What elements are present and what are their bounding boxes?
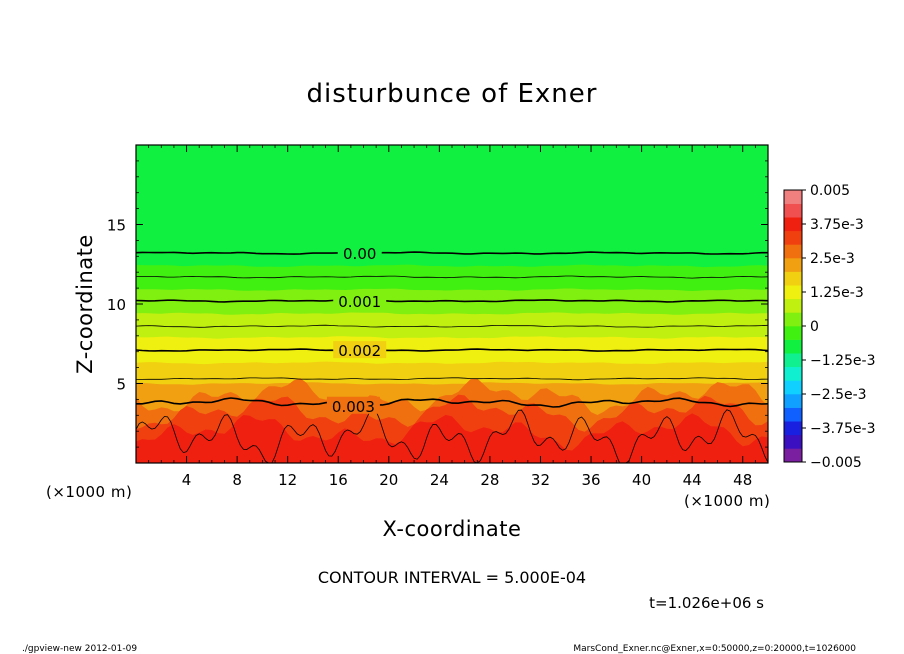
colorbar-swatch [784, 244, 802, 259]
footer-left: ./gpview-new 2012-01-09 [22, 644, 137, 654]
colorbar-tick-label: −2.5e-3 [810, 387, 867, 403]
colorbar-swatch [784, 230, 802, 245]
color-band [136, 413, 768, 463]
colorbar [783, 189, 803, 463]
y-tick-label: 5 [116, 376, 126, 394]
x-tick-label: 4 [182, 471, 192, 489]
colorbar-swatch [784, 407, 802, 422]
contour-lines [136, 251, 768, 463]
colorbar-swatch [784, 353, 802, 368]
x-tick-label: 8 [232, 471, 242, 489]
colorbar-swatch [784, 339, 802, 354]
y-tick-label: 15 [107, 217, 126, 235]
contour-line [136, 408, 768, 463]
colorbar-tick-label: −1.25e-3 [810, 353, 875, 369]
colorbar-tick-label: 0 [810, 319, 819, 335]
colorbar-swatch [784, 326, 802, 340]
x-tick-label: 16 [329, 471, 348, 489]
contour-label-bg [326, 396, 380, 414]
footer-right: MarsCond_Exner.nc@Exner,x=0:50000,z=0:20… [573, 644, 856, 654]
contour-label: 0.00 [343, 245, 376, 263]
y-axis-label: Z-coordinate [73, 234, 97, 374]
colorbar-tick-label: 1.25e-3 [810, 285, 864, 301]
colorbar-labels: 0.005 3.75e-3 2.5e-3 1.25e-3 0 −1.25e-3 −2.5e-… [802, 183, 875, 471]
contour-line [136, 275, 768, 279]
x-tick-label: 28 [480, 471, 499, 489]
chart-title: disturbunce of Exner [307, 79, 598, 109]
plot-area [136, 145, 768, 463]
x-tick-label: 44 [683, 471, 702, 489]
x-tick-label: 48 [733, 471, 752, 489]
contour-label-bg [333, 341, 387, 359]
colorbar-tick-label: 3.75e-3 [810, 217, 864, 233]
x-axis: 4 8 12 16 20 24 28 32 36 40 44 48 [148, 145, 756, 489]
time-text: t=1.026e+06 s [649, 594, 764, 612]
x-tick-label: 36 [581, 471, 600, 489]
colorbar-swatch [784, 285, 802, 300]
x-tick-label: 20 [379, 471, 398, 489]
colorbar-swatch [784, 217, 802, 232]
x-tick-label: 40 [632, 471, 651, 489]
colorbar-swatch [784, 448, 802, 463]
colorbar-swatch [784, 190, 802, 204]
colorbar-tick-label: 2.5e-3 [810, 251, 855, 267]
y-tick-label: 10 [107, 296, 126, 314]
colorbar-swatch [784, 421, 802, 436]
colorbar-swatch [784, 203, 802, 218]
colorbar-tick-label: −3.75e-3 [810, 421, 875, 437]
x-tick-label: 24 [430, 471, 449, 489]
x-axis-label: X-coordinate [383, 517, 522, 541]
colorbar-swatch [784, 258, 802, 272]
contour-line [136, 324, 768, 328]
contour-line [136, 251, 768, 255]
contour-label: 0.003 [332, 398, 375, 416]
contour-line [136, 348, 768, 352]
x-tick-label: 32 [531, 471, 550, 489]
colorbar-swatch [784, 380, 802, 395]
contour-line [136, 397, 768, 408]
y-axis: 5 10 15 [107, 160, 768, 448]
contour-label: 0.002 [338, 342, 381, 360]
contour-label: 0.001 [338, 293, 381, 311]
colorbar-swatch [784, 312, 802, 327]
x-tick-label: 12 [278, 471, 297, 489]
colorbar-swatch [784, 434, 802, 449]
contour-interval-text: CONTOUR INTERVAL = 5.000E-04 [318, 568, 586, 587]
colorbar-swatch [784, 366, 802, 381]
colorbar-swatch [784, 271, 802, 286]
x-unit-left: (×1000 m) [46, 483, 132, 501]
contour-line [136, 299, 768, 303]
colorbar-tick-label: −0.005 [810, 455, 862, 471]
color-bands [136, 145, 768, 463]
contour-label-bg [337, 244, 382, 262]
contour-line [136, 377, 768, 381]
contour-labels: 0.00 0.001 0.002 0.003 [326, 244, 387, 416]
x-unit-right: (×1000 m) [684, 492, 770, 510]
contour-label-bg [333, 291, 387, 309]
colorbar-swatch [784, 394, 802, 408]
colorbar-swatch [784, 298, 802, 313]
colorbar-tick-label: 0.005 [810, 183, 850, 199]
